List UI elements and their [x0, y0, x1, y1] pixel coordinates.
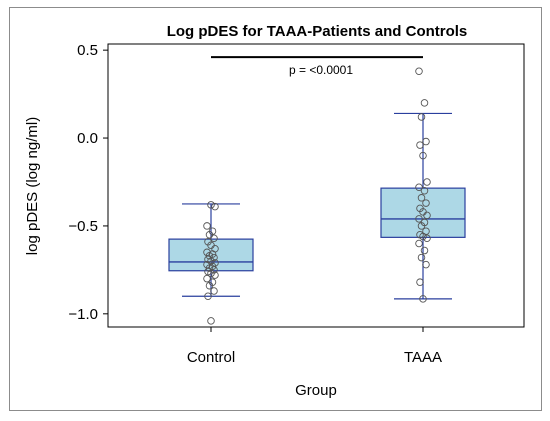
- y-tick-label: −0.5: [68, 218, 98, 235]
- data-point: [415, 215, 423, 223]
- x-axis-title: Group: [295, 382, 337, 399]
- data-point: [210, 253, 218, 262]
- data-point: [208, 227, 217, 235]
- data-point: [210, 266, 218, 274]
- data-point: [417, 194, 426, 202]
- data-point: [416, 141, 424, 149]
- y-tick-label: 0.5: [77, 42, 98, 59]
- data-point: [416, 204, 424, 213]
- data-point: [208, 278, 217, 286]
- data-point: [207, 201, 215, 209]
- data-point: [422, 227, 430, 235]
- data-point: [422, 199, 430, 207]
- plot-frame: [107, 43, 525, 328]
- data-point: [415, 67, 423, 75]
- y-axis: 0.5 0.0 −0.5 −1.0: [68, 42, 108, 323]
- data-point: [422, 137, 430, 146]
- data-point: [211, 271, 219, 279]
- data-point: [204, 292, 212, 300]
- x-tick-label: TAAA: [404, 349, 442, 366]
- data-point: [419, 151, 427, 160]
- data-point: [420, 246, 429, 255]
- data-point: [419, 295, 427, 303]
- chart-title: Log pDES for TAAA-Patients and Controls: [167, 23, 468, 40]
- p-value-label: p = <0.0001: [289, 63, 353, 77]
- data-point: [203, 248, 211, 257]
- y-tick-label: 0.0: [77, 130, 98, 147]
- data-point: [423, 178, 431, 186]
- data-points: [203, 67, 431, 325]
- data-point: [420, 187, 429, 195]
- data-point: [203, 274, 211, 283]
- data-point: [423, 234, 431, 242]
- x-tick-label: Control: [187, 349, 235, 366]
- data-point: [207, 317, 215, 325]
- data-point: [422, 260, 430, 269]
- box-control: [168, 203, 254, 297]
- data-point: [210, 287, 218, 295]
- data-point: [416, 230, 424, 239]
- data-point: [211, 259, 219, 267]
- data-point: [416, 278, 424, 286]
- data-point: [203, 222, 211, 230]
- data-point: [415, 183, 423, 192]
- x-axis: Control TAAA: [187, 327, 442, 366]
- y-axis-title: log pDES (log ng/ml): [24, 117, 41, 255]
- data-point: [420, 218, 429, 227]
- data-point: [211, 202, 219, 211]
- data-point: [417, 113, 426, 121]
- significance-annotation: p = <0.0001: [211, 56, 423, 77]
- y-tick-label: −1.0: [68, 306, 98, 323]
- data-point: [415, 239, 423, 248]
- data-point: [417, 253, 426, 262]
- data-point: [204, 237, 212, 246]
- data-point: [420, 99, 429, 107]
